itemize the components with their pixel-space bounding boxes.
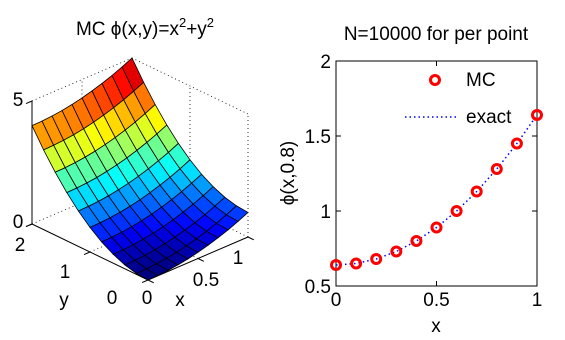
- mc-point: [430, 221, 443, 234]
- mc-point: [410, 235, 423, 247]
- line-xtick-label: 0.5: [423, 290, 449, 311]
- surface-ytick-mark: [83, 251, 91, 256]
- surface-zlabel-5: 5: [13, 90, 24, 111]
- surface-zlabel-0: 0: [13, 212, 24, 233]
- line-ylabel: ϕ(x,0.8): [278, 141, 299, 206]
- surface-ytick-1: 1: [60, 262, 71, 283]
- exact-line: [335, 114, 538, 266]
- surface-xtick-05: 0.5: [193, 270, 219, 291]
- line-ytick-label: 1.5: [305, 127, 331, 148]
- line-ytick-label: 1: [320, 202, 331, 223]
- line-title: N=10000 for per point: [344, 24, 529, 45]
- mc-point: [330, 259, 342, 271]
- surface-xlabel: x: [175, 290, 185, 311]
- surface-patch: [135, 268, 159, 281]
- line-ytick-label: 0.5: [305, 277, 331, 298]
- line-xlabel: x: [431, 316, 441, 335]
- surface-xtick-mark: [247, 236, 255, 241]
- legend-exact-label: exact: [466, 107, 512, 128]
- line-axes-box: [335, 60, 538, 287]
- surface-patches: [31, 57, 249, 281]
- line-xtick-label: 0: [331, 290, 342, 311]
- surface-ytick-0: 0: [107, 288, 118, 309]
- legend: MC exact: [405, 70, 512, 128]
- surface-ylabel: y: [59, 290, 69, 311]
- surface-ztick-mark: [25, 223, 33, 228]
- surface-xtick-mark: [147, 279, 155, 284]
- mc-point: [470, 185, 483, 198]
- surface-ztick-mark: [25, 100, 33, 105]
- line-xtick-label: 1: [532, 290, 543, 311]
- line-plot: N=10000 for per point 0 0.5 10.511.52 ϕ(x,…: [278, 24, 543, 337]
- line-ytick-label: 2: [320, 52, 331, 73]
- line-series: [330, 109, 543, 271]
- legend-mc-label: MC: [466, 70, 496, 91]
- surface-title: MC ϕ(x,y)=x2+y2: [76, 15, 214, 40]
- line-ticks: 0 0.5 10.511.52: [305, 52, 543, 311]
- mc-point: [531, 109, 543, 121]
- surface-ytick-2: 2: [15, 235, 26, 256]
- mc-point: [510, 137, 523, 150]
- surface-xtick-mark: [197, 258, 205, 262]
- surface-box-edge: [131, 57, 249, 115]
- mc-point: [450, 205, 463, 217]
- surface-xtick-0: 0: [142, 288, 153, 309]
- mc-point: [390, 245, 403, 258]
- legend-mc-marker: [429, 74, 441, 86]
- surface-plot: MC ϕ(x,y)=x2+y2 5 0 2 1 0 y 0 0.5 1 x: [13, 15, 255, 311]
- surface-xtick-1: 1: [233, 248, 244, 269]
- surface-ytick-mark: [141, 279, 149, 284]
- mc-point: [350, 257, 363, 270]
- mc-point: [490, 163, 503, 175]
- mc-point: [370, 253, 383, 265]
